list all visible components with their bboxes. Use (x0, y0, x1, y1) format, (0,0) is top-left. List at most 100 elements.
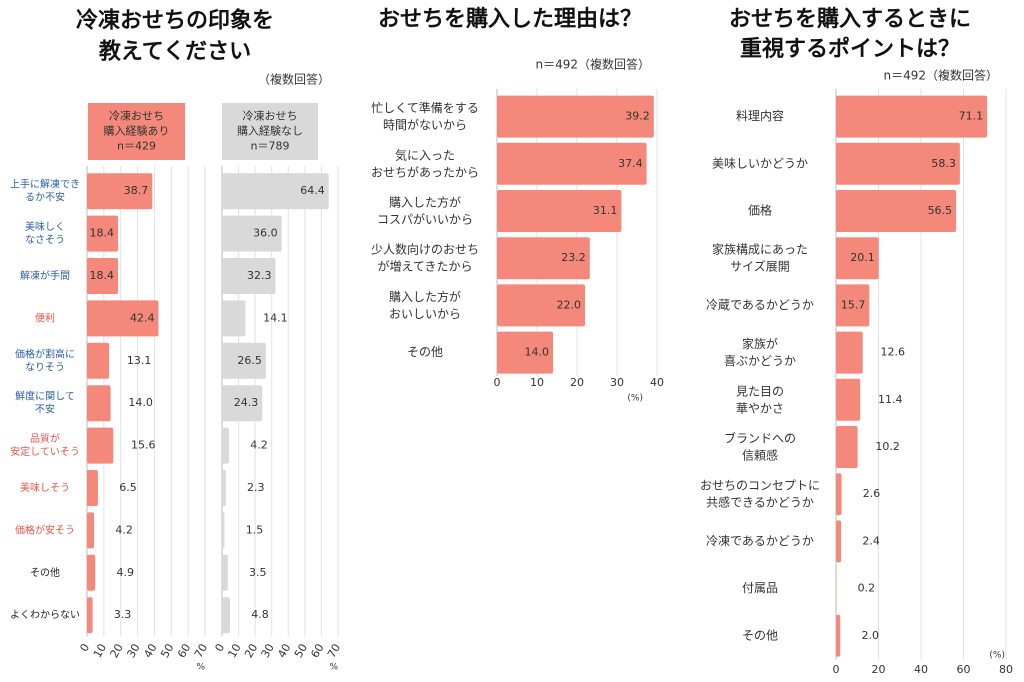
bar (836, 473, 842, 516)
x-tick-label: 60 (175, 642, 193, 661)
value-label: 71.1 (959, 110, 984, 123)
category-label: 美味しくなさそう (25, 220, 65, 246)
category-label: 気に入ったおせちがあったから (371, 147, 479, 179)
value-label: 4.9 (117, 566, 135, 579)
bar (222, 427, 229, 464)
chart-note: （複数回答） (258, 72, 330, 87)
chart-note: n＝492（複数回答） (883, 68, 998, 83)
bar (222, 512, 225, 549)
x-tick-label: 50 (158, 642, 176, 661)
x-tick-label: 30 (259, 642, 277, 661)
chart-title: おせちを購入した理由は？ (378, 7, 642, 32)
value-label: 18.4 (90, 269, 115, 282)
bar (222, 470, 226, 506)
value-label: 26.5 (237, 354, 262, 367)
category-label: 解凍が手間 (20, 269, 70, 282)
value-label: 14.0 (525, 346, 550, 359)
bar (87, 342, 110, 379)
category-label: 購入した方がコスパがいいから (377, 194, 473, 226)
bar (836, 142, 960, 185)
bar (222, 385, 263, 422)
category-label: 価格が割高になりそう (15, 347, 75, 373)
chart-title: 冷凍おせちの印象を教えてください (76, 8, 274, 65)
value-label: 24.3 (234, 396, 259, 409)
category-label: 冷凍であるかどうか (706, 534, 814, 548)
value-label: 22.0 (557, 298, 582, 311)
x-tick-label: 20 (108, 642, 126, 661)
category-label: 忙しくて準備をする時間がないから (371, 100, 479, 132)
category-label: 付属品 (742, 581, 778, 595)
chart-title: おせちを購入するときに重視するポイントは？ (729, 7, 971, 62)
bar (222, 597, 230, 634)
group-header: 冷凍おせち購入経験なし n＝789 (237, 110, 303, 153)
value-label: 32.3 (247, 269, 272, 282)
category-label: よくわからない (10, 609, 80, 621)
x-tick-label: 20 (872, 663, 886, 676)
bar (87, 215, 119, 252)
category-label: 品質が安定していそう (10, 432, 80, 458)
bar (836, 520, 842, 563)
bar (222, 300, 246, 337)
bar (87, 470, 98, 506)
bar (222, 554, 228, 591)
category-label: 鮮度に関して不安 (15, 390, 75, 416)
category-label: 上手に解凍できるか不安 (10, 178, 80, 204)
value-label: 4.2 (250, 439, 268, 452)
category-label: その他 (742, 628, 778, 642)
x-tick-label: 60 (957, 663, 971, 676)
x-tick-label: 70 (192, 642, 210, 661)
bar (497, 331, 553, 374)
category-label: その他 (407, 345, 443, 359)
value-label: 3.3 (114, 608, 132, 621)
value-label: 38.7 (124, 184, 149, 197)
x-tick-label: 50 (292, 642, 310, 661)
x-tick-label: 40 (141, 642, 159, 661)
x-tick-label: 20 (570, 376, 584, 389)
category-label: 価格が安そう (15, 523, 75, 536)
category-label: 見た目の華やかさ (736, 384, 784, 415)
bar (87, 554, 96, 591)
value-label: 4.8 (251, 608, 269, 621)
bar (497, 142, 647, 185)
value-label: 13.1 (127, 354, 152, 367)
value-label: 18.4 (90, 227, 115, 240)
category-label: ブランドへの信頼感 (724, 430, 796, 462)
value-label: 4.2 (115, 523, 133, 536)
value-label: 2.0 (862, 629, 880, 642)
category-label: 便利 (35, 311, 55, 324)
value-label: 0.2 (858, 582, 876, 595)
value-label: 10.2 (875, 440, 900, 453)
value-label: 37.4 (618, 157, 643, 170)
bar (222, 258, 276, 294)
chart-note: n＝492（複数回答） (535, 57, 650, 72)
x-tick-label: 0 (77, 642, 92, 655)
x-tick-label: 0 (212, 642, 227, 655)
x-tick-label: 30 (610, 376, 624, 389)
bar (87, 385, 111, 422)
value-label: 12.6 (881, 346, 906, 359)
bar (836, 237, 879, 280)
bar (87, 173, 153, 210)
x-tick-label: 10 (91, 642, 109, 661)
x-tick-label: 40 (914, 663, 928, 676)
category-label: 冷蔵であるかどうか (706, 298, 814, 312)
x-tick-label: 30 (125, 642, 143, 661)
value-label: 2.4 (862, 534, 880, 547)
value-label: 6.5 (119, 481, 137, 494)
x-axis-label: % (196, 663, 205, 673)
value-label: 2.3 (247, 481, 265, 494)
value-label: 31.1 (593, 204, 618, 217)
value-label: 2.6 (863, 487, 881, 500)
value-label: 58.3 (931, 157, 956, 170)
bar (836, 614, 841, 657)
x-tick-label: 60 (308, 642, 326, 661)
bar (836, 426, 858, 468)
x-tick-label: 40 (275, 642, 293, 661)
value-label: 3.5 (249, 566, 267, 579)
category-label: 家族が喜ぶかどうか (724, 336, 796, 368)
x-axis-label: (%) (627, 394, 643, 404)
group-header-box (222, 103, 318, 160)
bar (222, 342, 266, 379)
x-tick-label: 0 (494, 376, 501, 389)
